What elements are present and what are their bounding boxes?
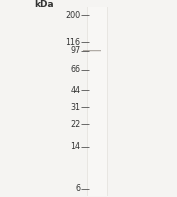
Text: 22: 22	[70, 120, 81, 129]
Bar	[83, 51, 101, 52]
Bar	[88, 7, 107, 196]
Text: kDa: kDa	[34, 0, 53, 9]
Text: 200: 200	[65, 10, 81, 20]
Text: 14: 14	[71, 142, 81, 151]
Text: 97: 97	[70, 46, 81, 55]
Text: 116: 116	[66, 37, 81, 46]
Text: 66: 66	[71, 65, 81, 74]
Text: 31: 31	[71, 103, 81, 112]
Text: 6: 6	[76, 184, 81, 193]
Bar	[87, 7, 108, 196]
Text: 44: 44	[71, 85, 81, 95]
Bar	[83, 50, 101, 51]
